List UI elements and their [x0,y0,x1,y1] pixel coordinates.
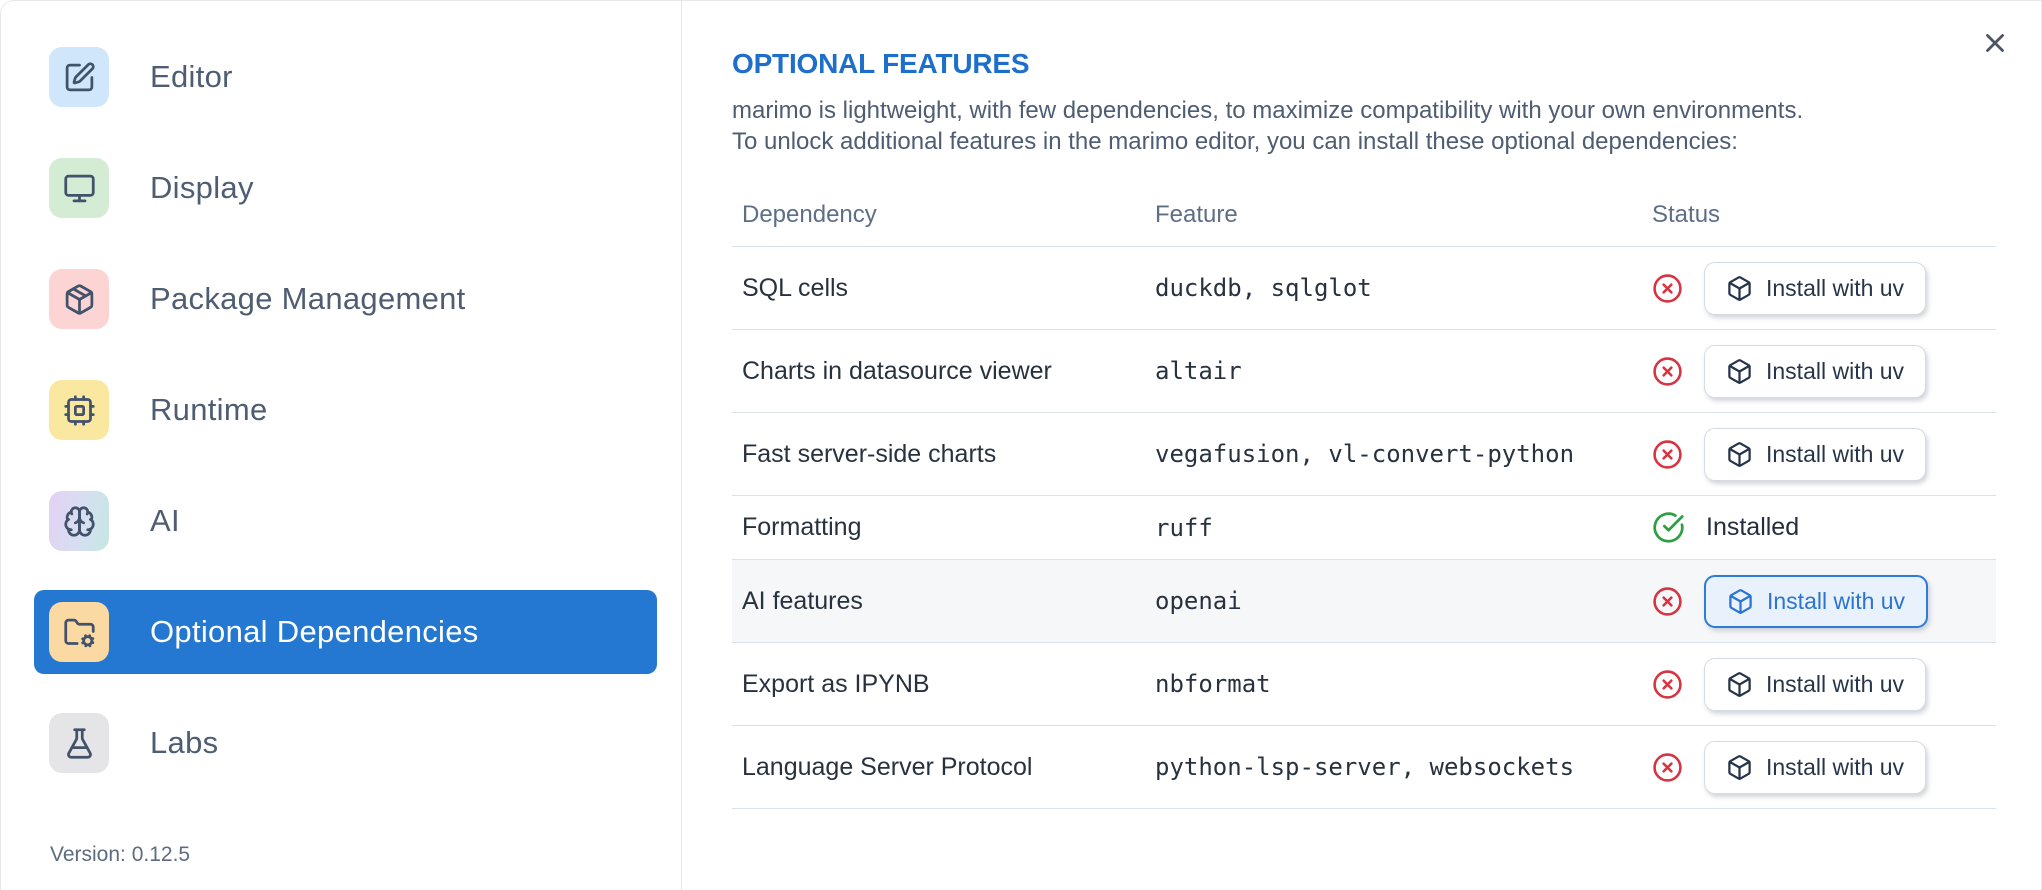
dependencies-table: Dependency Feature Status SQL cells duck… [732,189,1996,809]
column-header-status: Status [1652,201,1721,228]
box-icon [1726,754,1753,781]
sidebar-item-display[interactable]: Display [34,146,657,230]
version-label: Version: 0.12.5 [50,843,191,866]
install-button-label: Install with uv [1766,753,1905,780]
feature-packages: vegafusion, vl-convert-python [1155,440,1575,468]
feature-packages: nbformat [1155,670,1271,698]
install-with-uv-button[interactable]: Install with uv [1704,657,1927,711]
sidebar-item-label: Optional Dependencies [150,614,479,649]
circle-x-icon [1652,439,1683,470]
sidebar-item-label: Display [150,170,254,205]
table-row: Fast server-side charts vegafusion, vl-c… [732,413,1996,496]
feature-packages: ruff [1155,513,1213,542]
status-cell: Install with uv [1652,574,1996,628]
cpu-icon [49,380,109,440]
sidebar-nav: Editor Display Package Management Runtim… [34,35,657,785]
circle-x-icon [1652,669,1683,700]
close-icon [1980,28,2010,58]
monitor-icon [49,158,109,218]
sidebar-item-ai[interactable]: AI [34,479,657,563]
dependency-name: Fast server-side charts [742,439,997,468]
close-button[interactable] [1979,27,2011,59]
dependency-name: AI features [742,586,863,615]
dependency-name: Language Server Protocol [742,752,1033,781]
feature-packages: python-lsp-server, websockets [1155,753,1575,781]
circle-x-icon [1652,273,1683,304]
sidebar-item-optional-dependencies[interactable]: Optional Dependencies [34,590,657,674]
install-button-label: Install with uv [1767,587,1906,614]
install-with-uv-button[interactable]: Install with uv [1704,740,1927,794]
install-with-uv-button[interactable]: Install with uv [1704,574,1929,628]
install-button-label: Install with uv [1766,670,1905,697]
install-with-uv-button[interactable]: Install with uv [1704,261,1927,315]
sidebar-item-package-management[interactable]: Package Management [34,257,657,341]
install-button-label: Install with uv [1766,274,1905,301]
table-row: Language Server Protocol python-lsp-serv… [732,726,1996,809]
installed-status-text: Installed [1706,513,1800,541]
table-row: Formatting ruff Installed [732,496,1996,560]
sidebar-item-labs[interactable]: Labs [34,701,657,785]
square-pen-icon [49,47,109,107]
description-line-1: marimo is lightweight, with few dependen… [732,97,1804,124]
dependency-name: Charts in datasource viewer [742,356,1052,385]
status-cell: Install with uv [1652,427,1996,481]
circle-x-icon [1652,752,1683,783]
settings-sidebar: Editor Display Package Management Runtim… [1,1,682,890]
install-button-label: Install with uv [1766,440,1905,467]
circle-x-icon [1652,586,1683,617]
box-icon [1726,671,1753,698]
circle-check-icon [1652,511,1685,544]
table-row: Export as IPYNB nbformat Install with uv [732,643,1996,726]
status-cell: Installed [1652,511,1996,544]
status-cell: Install with uv [1652,657,1996,711]
install-with-uv-button[interactable]: Install with uv [1704,344,1927,398]
flask-icon [49,713,109,773]
box-icon [1727,588,1754,615]
package-icon [49,269,109,329]
table-row: AI features openai Install with uv [732,559,1996,643]
table-row: SQL cells duckdb, sqlglot Install with u… [732,247,1996,330]
circle-x-icon [1652,356,1683,387]
box-icon [1726,441,1753,468]
dependency-name: Export as IPYNB [742,669,930,698]
sidebar-item-label: Editor [150,59,233,94]
feature-packages: openai [1155,587,1242,615]
optional-features-panel: OPTIONAL FEATURES marimo is lightweight,… [683,1,2041,890]
install-button-label: Install with uv [1766,357,1905,384]
table-header-row: Dependency Feature Status [732,189,1996,247]
status-cell: Install with uv [1652,740,1996,794]
table-row: Charts in datasource viewer altair Insta… [732,330,1996,413]
box-icon [1726,275,1753,302]
column-header-feature: Feature [1155,201,1238,228]
column-header-dependency: Dependency [742,201,877,228]
dependency-name: SQL cells [742,273,849,302]
sidebar-item-label: AI [150,503,180,538]
sidebar-item-editor[interactable]: Editor [34,35,657,119]
feature-packages: altair [1155,357,1242,385]
dependency-name: Formatting [742,513,862,541]
status-cell: Install with uv [1652,261,1996,315]
box-icon [1726,358,1753,385]
folder-cog-icon [49,602,109,662]
sidebar-item-runtime[interactable]: Runtime [34,368,657,452]
sidebar-item-label: Labs [150,725,219,760]
feature-packages: duckdb, sqlglot [1155,274,1372,302]
install-with-uv-button[interactable]: Install with uv [1704,427,1927,481]
sidebar-item-label: Package Management [150,281,466,316]
status-cell: Install with uv [1652,344,1996,398]
sidebar-item-label: Runtime [150,392,268,427]
brain-icon [49,491,109,551]
panel-description: marimo is lightweight, with few dependen… [732,95,1996,157]
description-line-2: To unlock additional features in the mar… [732,128,1738,155]
deps-table-body: SQL cells duckdb, sqlglot Install with u… [732,247,1996,809]
page-title: OPTIONAL FEATURES [732,48,1030,79]
